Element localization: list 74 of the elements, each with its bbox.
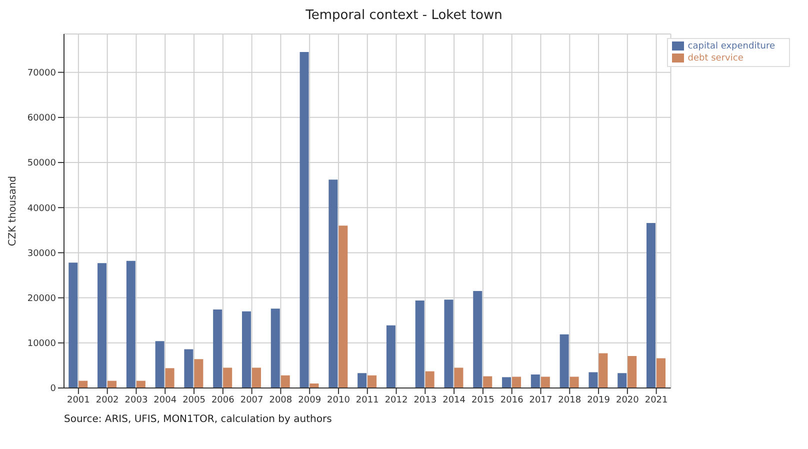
x-tick-label: 2018 (558, 395, 582, 406)
bar (136, 380, 146, 388)
x-tick-label: 2013 (414, 395, 437, 406)
x-tick-label: 2019 (587, 395, 610, 406)
x-tick-label: 2007 (240, 395, 264, 406)
x-tick-label: 2021 (644, 395, 668, 406)
bar (386, 325, 396, 388)
bar (540, 376, 550, 388)
bar (98, 263, 107, 388)
bar (328, 180, 338, 388)
x-tick-label: 2011 (356, 395, 379, 406)
bar (415, 300, 424, 388)
bar (338, 226, 348, 388)
bar (598, 353, 608, 388)
y-tick-label: 40000 (27, 204, 56, 214)
x-tick-label: 2020 (616, 395, 640, 406)
legend-label: debt service (688, 54, 744, 64)
bar (588, 372, 598, 388)
x-tick-label: 2015 (472, 395, 494, 406)
y-tick-label: 20000 (27, 294, 56, 304)
bar (618, 373, 627, 388)
x-tick-label: 2002 (96, 395, 119, 406)
x-tick-label: 2009 (298, 395, 322, 406)
bar (126, 260, 136, 388)
bar (280, 375, 290, 388)
bar (425, 371, 434, 388)
x-tick-label: 2017 (529, 395, 552, 406)
bar (530, 374, 540, 388)
bar (628, 356, 637, 388)
source-note: Source: ARIS, UFIS, MON1TOR, calculation by authors (64, 414, 333, 425)
bar (270, 308, 280, 388)
bar (473, 291, 482, 388)
bar (300, 52, 309, 388)
y-tick-label: 70000 (27, 68, 56, 79)
bar (454, 368, 464, 388)
x-tick-label: 2016 (500, 395, 524, 406)
x-tick-label: 2004 (154, 395, 177, 406)
chart-title: Temporal context - Loket town (304, 8, 504, 25)
x-tick-label: 2005 (182, 395, 206, 406)
bar (108, 380, 117, 388)
bar (560, 334, 569, 388)
bar (368, 375, 377, 388)
bar (242, 311, 251, 388)
x-tick-label: 2003 (124, 395, 148, 406)
x-tick-label: 2010 (327, 395, 350, 406)
x-tick-label: 2014 (442, 395, 466, 406)
y-tick-label: 10000 (27, 339, 56, 350)
bar (656, 358, 666, 388)
bar (155, 341, 164, 388)
bar (223, 368, 232, 388)
x-tick-label: 2001 (66, 395, 90, 406)
bar (646, 222, 656, 388)
bar (252, 368, 261, 388)
y-axis-title: CZK thousand (8, 176, 19, 246)
x-tick-label: 2012 (384, 395, 408, 406)
bar (570, 376, 579, 388)
y-tick-label: 0 (50, 384, 56, 394)
bar (444, 300, 454, 388)
bar (502, 377, 512, 388)
legend-label: capital expenditure (688, 41, 775, 52)
y-tick-label: 50000 (27, 158, 56, 169)
bar (213, 310, 222, 388)
y-tick-label: 30000 (27, 248, 56, 259)
y-tick-label: 60000 (27, 114, 56, 124)
bar (358, 373, 367, 388)
bar (184, 349, 194, 388)
bar (512, 376, 522, 388)
bar (68, 262, 78, 388)
bar (165, 368, 174, 388)
bar (78, 380, 88, 388)
x-tick-label: 2008 (269, 395, 292, 406)
bar (194, 359, 204, 388)
x-tick-label: 2006 (211, 395, 235, 406)
bar (483, 376, 492, 388)
